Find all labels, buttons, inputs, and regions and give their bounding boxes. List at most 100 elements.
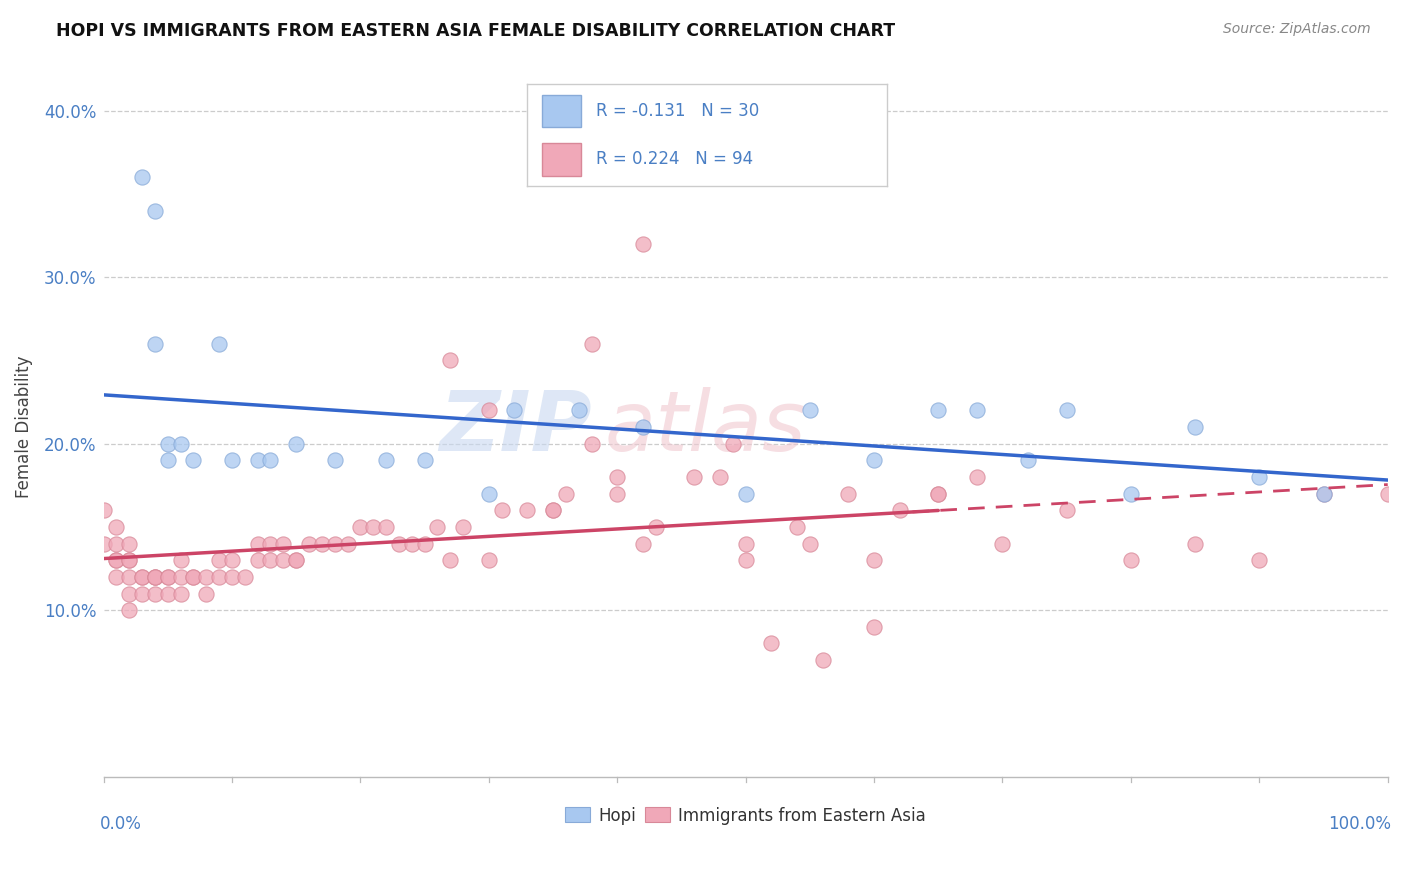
Point <box>298 536 321 550</box>
Point <box>863 453 886 467</box>
Point <box>233 570 256 584</box>
Point <box>1184 420 1206 434</box>
Point <box>183 570 205 584</box>
Point <box>143 586 166 600</box>
Point <box>169 586 191 600</box>
Point <box>169 553 191 567</box>
Text: ZIP: ZIP <box>439 386 592 467</box>
Point <box>1119 486 1142 500</box>
Point <box>863 620 886 634</box>
Point <box>491 503 513 517</box>
Point <box>118 553 141 567</box>
Point <box>285 553 308 567</box>
Point <box>375 520 398 534</box>
Text: atlas: atlas <box>605 386 806 467</box>
Point <box>413 536 436 550</box>
Point <box>183 453 205 467</box>
Point <box>631 420 654 434</box>
Point <box>439 353 461 368</box>
Point <box>734 486 756 500</box>
Point <box>1184 536 1206 550</box>
Point <box>336 536 359 550</box>
Point <box>966 470 988 484</box>
Point <box>259 536 281 550</box>
Point <box>761 636 783 650</box>
Point <box>93 503 115 517</box>
Point <box>105 570 128 584</box>
Point <box>554 486 576 500</box>
Point <box>799 536 821 550</box>
Point <box>118 570 141 584</box>
Point <box>246 553 269 567</box>
Point <box>118 586 141 600</box>
Point <box>195 570 218 584</box>
Point <box>259 553 281 567</box>
Point <box>644 520 666 534</box>
Point <box>606 486 628 500</box>
Point <box>811 653 834 667</box>
Point <box>734 536 756 550</box>
Point <box>1056 503 1078 517</box>
Point <box>1312 486 1334 500</box>
Point <box>1249 553 1271 567</box>
Point <box>349 520 371 534</box>
Point <box>568 403 591 417</box>
Point <box>156 570 179 584</box>
Text: 0.0%: 0.0% <box>100 815 142 833</box>
Point <box>503 403 526 417</box>
Point <box>246 536 269 550</box>
Point <box>273 553 295 567</box>
Point <box>889 503 911 517</box>
Point <box>118 553 141 567</box>
Point <box>1376 486 1399 500</box>
Point <box>273 536 295 550</box>
Point <box>93 536 115 550</box>
Point <box>195 586 218 600</box>
Point <box>683 470 706 484</box>
Point <box>169 436 191 450</box>
Point <box>388 536 411 550</box>
Point <box>837 486 859 500</box>
Point <box>426 520 449 534</box>
Point <box>221 570 243 584</box>
Text: 100.0%: 100.0% <box>1329 815 1392 833</box>
Point <box>105 520 128 534</box>
Point <box>451 520 474 534</box>
Point <box>1119 553 1142 567</box>
Point <box>131 570 153 584</box>
Point <box>1249 470 1271 484</box>
Point <box>541 503 564 517</box>
Point <box>439 553 461 567</box>
Point <box>786 520 808 534</box>
Point <box>927 486 949 500</box>
Point <box>606 470 628 484</box>
Point <box>143 570 166 584</box>
Point <box>721 436 744 450</box>
Point <box>143 336 166 351</box>
Point <box>991 536 1014 550</box>
Point <box>131 570 153 584</box>
Point <box>105 553 128 567</box>
Point <box>323 536 346 550</box>
Point <box>966 403 988 417</box>
Point <box>105 553 128 567</box>
Text: HOPI VS IMMIGRANTS FROM EASTERN ASIA FEMALE DISABILITY CORRELATION CHART: HOPI VS IMMIGRANTS FROM EASTERN ASIA FEM… <box>56 22 896 40</box>
Point <box>927 403 949 417</box>
Point <box>183 570 205 584</box>
Point <box>581 436 603 450</box>
Point <box>156 570 179 584</box>
Point <box>375 453 398 467</box>
Point <box>478 486 501 500</box>
Point <box>246 453 269 467</box>
Point <box>413 453 436 467</box>
Point <box>169 570 191 584</box>
Point <box>478 403 501 417</box>
Point <box>118 536 141 550</box>
Point <box>516 503 538 517</box>
Point <box>105 536 128 550</box>
Point <box>208 553 231 567</box>
Point <box>401 536 423 550</box>
Text: Source: ZipAtlas.com: Source: ZipAtlas.com <box>1223 22 1371 37</box>
Point <box>709 470 731 484</box>
Point <box>143 570 166 584</box>
